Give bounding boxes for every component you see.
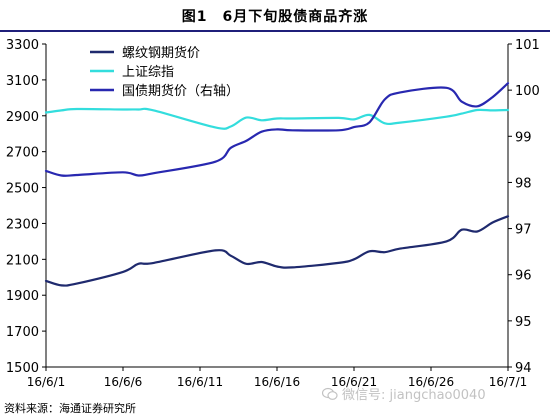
y-left-tick-label: 1500	[6, 361, 39, 376]
y-left-tick-label: 1700	[6, 325, 39, 340]
y-right-tick-label: 98	[515, 176, 532, 191]
series-line-rebar	[44, 215, 510, 287]
series-line-shanghai-composite	[44, 107, 510, 130]
y-left-tick-label: 2300	[6, 217, 39, 232]
chart-axes: 1500 1700 1900 2100 2300 2500 2700 2900 3100 3300…	[6, 38, 540, 389]
y-left-tick-label: 3300	[6, 38, 39, 53]
source-note: 资料来源：海通证券研究所	[4, 402, 136, 415]
title-underline	[0, 30, 550, 32]
x-tick-label: 16/6/21	[331, 375, 377, 389]
x-tick-label: 16/6/6	[104, 375, 143, 389]
x-tick-label: 16/6/11	[177, 375, 223, 389]
legend-label: 国债期货价（右轴）	[122, 83, 239, 99]
watermark: 微信号: jiangchao0040	[322, 384, 486, 403]
y-left-tick-label: 2900	[6, 110, 39, 125]
y-right-tick-label: 100	[515, 84, 540, 99]
y-right-tick-label: 99	[515, 130, 532, 145]
x-tick-label: 16/6/26	[408, 375, 454, 389]
series-line-treasury-futures	[44, 82, 510, 177]
legend-label: 上证综指	[122, 65, 174, 80]
y-left-tick-label: 3100	[6, 74, 39, 89]
x-tick-label: 16/6/1	[27, 375, 66, 389]
title-bar	[0, 0, 550, 32]
series-layer	[44, 82, 510, 287]
y-left-tick-label: 2700	[6, 146, 39, 161]
y-left-tick-label: 1900	[6, 289, 39, 304]
x-tick-label: 16/6/16	[254, 375, 300, 389]
y-right-tick-label: 97	[515, 223, 532, 238]
y-right-tick-label: 95	[515, 315, 532, 330]
y-right-tick-label: 101	[515, 38, 540, 53]
y-right-tick-label: 96	[515, 269, 532, 284]
wechat-icon	[322, 387, 338, 400]
y-left-tick-label: 2100	[6, 253, 39, 268]
y-right-tick-label: 94	[515, 361, 532, 376]
watermark-text: 微信号: jiangchao0040	[342, 388, 486, 403]
figure-title: 图1 6月下旬股债商品齐涨	[181, 9, 369, 25]
legend-label: 螺纹钢期货价	[122, 45, 200, 61]
x-tick-label: 16/7/1	[489, 375, 528, 389]
y-left-tick-label: 2500	[6, 182, 39, 197]
